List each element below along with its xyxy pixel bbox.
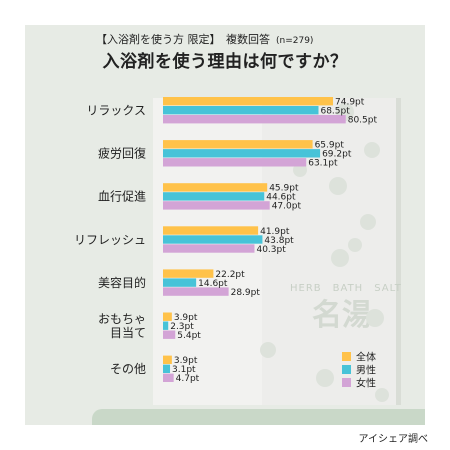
bottom-strip: [92, 409, 425, 425]
bar: [163, 373, 174, 382]
sample-size: (n=279): [276, 36, 314, 46]
bar: [163, 269, 214, 278]
bar: [163, 226, 259, 235]
legend-label: 女性: [356, 377, 376, 390]
legend-swatch: [342, 365, 351, 374]
value-label: 74.9pt: [335, 98, 365, 108]
value-label: 47.0pt: [272, 202, 302, 212]
value-label: 4.7pt: [176, 374, 200, 384]
category-label: おもちゃ目当て: [98, 312, 146, 340]
legend-label: 全体: [356, 351, 376, 364]
bar: [163, 201, 270, 210]
decor-fruit-1: [364, 142, 380, 158]
value-label: 65.9pt: [315, 141, 345, 151]
decor-fruit-7: [316, 369, 334, 387]
bar: [163, 149, 321, 158]
plot-panel-rail: [396, 98, 401, 405]
value-label: 5.4pt: [177, 331, 201, 341]
category-label: 疲労回復: [98, 146, 146, 161]
bar: [163, 115, 346, 124]
bar: [163, 364, 171, 373]
bar: [163, 287, 229, 296]
bar: [163, 106, 319, 115]
value-label: 43.8pt: [264, 236, 294, 246]
value-label: 3.9pt: [174, 356, 198, 366]
bar: [163, 97, 334, 106]
bar: [163, 235, 263, 244]
bar: [163, 183, 268, 192]
bar: [163, 321, 169, 330]
decor-fruit-5: [366, 309, 384, 327]
bar: [163, 278, 197, 287]
chart-subtitle: 【入浴剤を使う方 限定】 複数回答 (n=279): [96, 31, 426, 47]
decor-fruit-4: [331, 249, 349, 267]
value-label: 63.1pt: [308, 159, 338, 169]
category-label: 血行促進: [98, 190, 146, 204]
value-label: 3.1pt: [172, 365, 196, 375]
value-label: 2.3pt: [170, 322, 194, 332]
decor-fruit-10: [348, 238, 362, 252]
brand-line: HERB BATH SALT: [290, 283, 402, 294]
decor-fruit-3: [360, 214, 376, 230]
category-label: 美容目的: [98, 275, 146, 290]
bar: [163, 140, 313, 149]
value-label: 3.9pt: [174, 313, 198, 323]
value-label: 40.3pt: [256, 245, 286, 255]
category-label: その他: [110, 362, 146, 376]
bar: [163, 192, 265, 201]
value-label: 14.6pt: [198, 279, 228, 289]
value-label: 69.2pt: [322, 150, 352, 160]
legend-label: 男性: [356, 364, 376, 377]
value-label: 68.5pt: [320, 107, 350, 117]
bar: [163, 244, 255, 253]
decor-fruit-2: [329, 177, 347, 195]
legend-swatch: [342, 352, 351, 361]
value-label: 44.6pt: [266, 193, 296, 203]
bar: [163, 312, 172, 321]
chart-title: 入浴剤を使う理由は何ですか？: [102, 52, 348, 72]
value-label: 28.9pt: [231, 288, 261, 298]
value-label: 22.2pt: [215, 270, 245, 280]
brand-kanji: 名湯: [312, 298, 372, 333]
category-label: リフレッシュ: [74, 233, 146, 247]
source-note: アイシェア調べ: [358, 434, 429, 445]
legend-swatch: [342, 378, 351, 387]
value-label: 80.5pt: [348, 116, 378, 126]
category-label: リラックス: [86, 104, 146, 118]
decoration-fruits: [260, 103, 389, 402]
subtitle-text: 【入浴剤を使う方 限定】 複数回答: [96, 33, 270, 46]
bar: [163, 330, 176, 339]
bar: [163, 355, 172, 364]
value-label: 41.9pt: [260, 227, 290, 237]
value-label: 45.9pt: [269, 184, 299, 194]
bar: [163, 158, 307, 167]
bars-group: [163, 97, 346, 382]
decor-fruit-8: [375, 388, 389, 402]
decor-fruit-6: [260, 342, 276, 358]
